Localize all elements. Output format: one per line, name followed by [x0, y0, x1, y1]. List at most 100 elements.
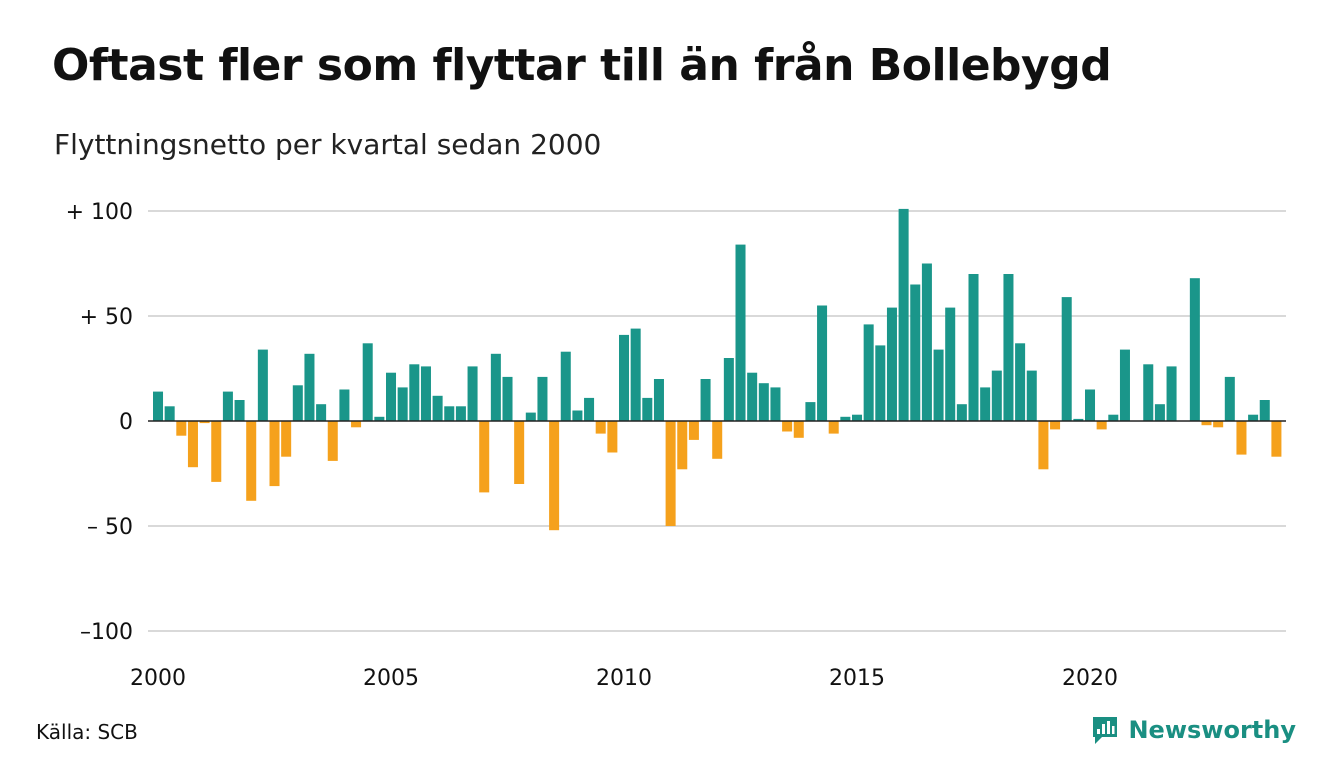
bar — [1003, 274, 1014, 421]
bar — [991, 370, 1002, 421]
bar — [723, 358, 734, 421]
bar — [1213, 421, 1224, 428]
bar — [1248, 414, 1259, 421]
newsworthy-logo-icon — [1093, 717, 1118, 744]
bar — [758, 383, 769, 421]
bar — [479, 421, 490, 493]
x-axis-ticks: 2000 2005 2010 2015 2020 — [130, 666, 1118, 691]
y-tick-label: + 50 — [80, 305, 133, 330]
bar — [619, 334, 630, 421]
bar — [805, 402, 816, 421]
bar — [688, 421, 699, 440]
bar — [735, 244, 746, 421]
y-tick-label: –100 — [80, 620, 133, 645]
bar — [910, 284, 921, 421]
bar — [502, 376, 513, 421]
bar — [199, 421, 210, 424]
bar — [234, 400, 245, 421]
bar — [1038, 421, 1049, 470]
bar — [677, 421, 688, 470]
bar — [840, 416, 851, 421]
bar — [432, 395, 443, 421]
bar — [642, 397, 653, 421]
bar — [1119, 349, 1130, 421]
bar — [968, 274, 979, 421]
bar — [1015, 343, 1026, 421]
bar — [1143, 364, 1154, 421]
bar — [374, 416, 385, 421]
chart-subtitle: Flyttningsnetto per kvartal sedan 2000 — [54, 128, 602, 161]
bar — [898, 208, 909, 421]
x-tick-label: 2020 — [1062, 666, 1118, 691]
brand-name: Newsworthy — [1128, 716, 1296, 744]
bar — [386, 372, 397, 421]
bar — [281, 421, 292, 457]
bar — [1166, 366, 1177, 421]
y-tick-label: + 100 — [66, 200, 133, 225]
bar — [945, 307, 956, 421]
x-tick-label: 2015 — [829, 666, 885, 691]
bar — [292, 385, 303, 421]
bar — [397, 387, 408, 421]
x-tick-label: 2010 — [596, 666, 652, 691]
bar — [595, 421, 606, 434]
bar — [1050, 421, 1061, 430]
bar — [316, 404, 327, 421]
x-tick-label: 2005 — [363, 666, 419, 691]
bars — [148, 208, 1286, 531]
brand-logo: Newsworthy — [1090, 714, 1296, 746]
y-tick-label: – 50 — [87, 515, 133, 540]
bar — [1085, 389, 1096, 421]
bar — [1224, 376, 1235, 421]
grid-layer — [148, 210, 1286, 632]
bar — [1236, 421, 1247, 455]
bar — [176, 421, 187, 436]
bar — [747, 372, 758, 421]
bar — [1271, 421, 1282, 457]
bar — [304, 353, 315, 421]
bar — [653, 379, 664, 421]
bar — [257, 349, 268, 421]
bar — [351, 421, 362, 428]
bar — [246, 421, 257, 501]
bar — [828, 421, 839, 434]
bar — [956, 404, 967, 421]
y-axis-ticks: + 100 + 50 0 – 50 –100 — [66, 200, 133, 645]
bar — [793, 421, 804, 438]
chart-title: Oftast fler som flyttar till än från Bol… — [52, 40, 1112, 91]
bar — [607, 421, 618, 453]
bar — [327, 421, 338, 461]
bar — [886, 307, 897, 421]
bar — [572, 410, 583, 421]
bar — [339, 389, 350, 421]
bar — [420, 366, 431, 421]
source-note: Källa: SCB — [36, 720, 138, 744]
bar — [770, 387, 781, 421]
bar — [467, 366, 478, 421]
bar — [875, 345, 886, 421]
bar-chart: + 100 + 50 0 – 50 –100 2000 2005 2010 2015 2020 — [66, 200, 1286, 691]
bar — [1096, 421, 1107, 430]
bar — [549, 421, 560, 531]
bar — [490, 353, 501, 421]
bar — [362, 343, 373, 421]
bar — [211, 421, 222, 482]
bar — [514, 421, 525, 484]
bar — [455, 406, 466, 421]
bar — [1108, 414, 1119, 421]
bar — [1259, 400, 1270, 421]
bar — [269, 421, 280, 487]
bar — [409, 364, 420, 421]
bar — [153, 391, 164, 421]
bar — [921, 263, 932, 421]
bar — [525, 412, 536, 421]
bar — [852, 414, 863, 421]
x-tick-label: 2000 — [130, 666, 186, 691]
bar — [1073, 418, 1084, 421]
bar — [164, 406, 175, 421]
bar — [1201, 421, 1212, 426]
bar — [817, 305, 828, 421]
bar — [630, 328, 641, 421]
bar — [1154, 404, 1165, 421]
bar — [665, 421, 676, 526]
